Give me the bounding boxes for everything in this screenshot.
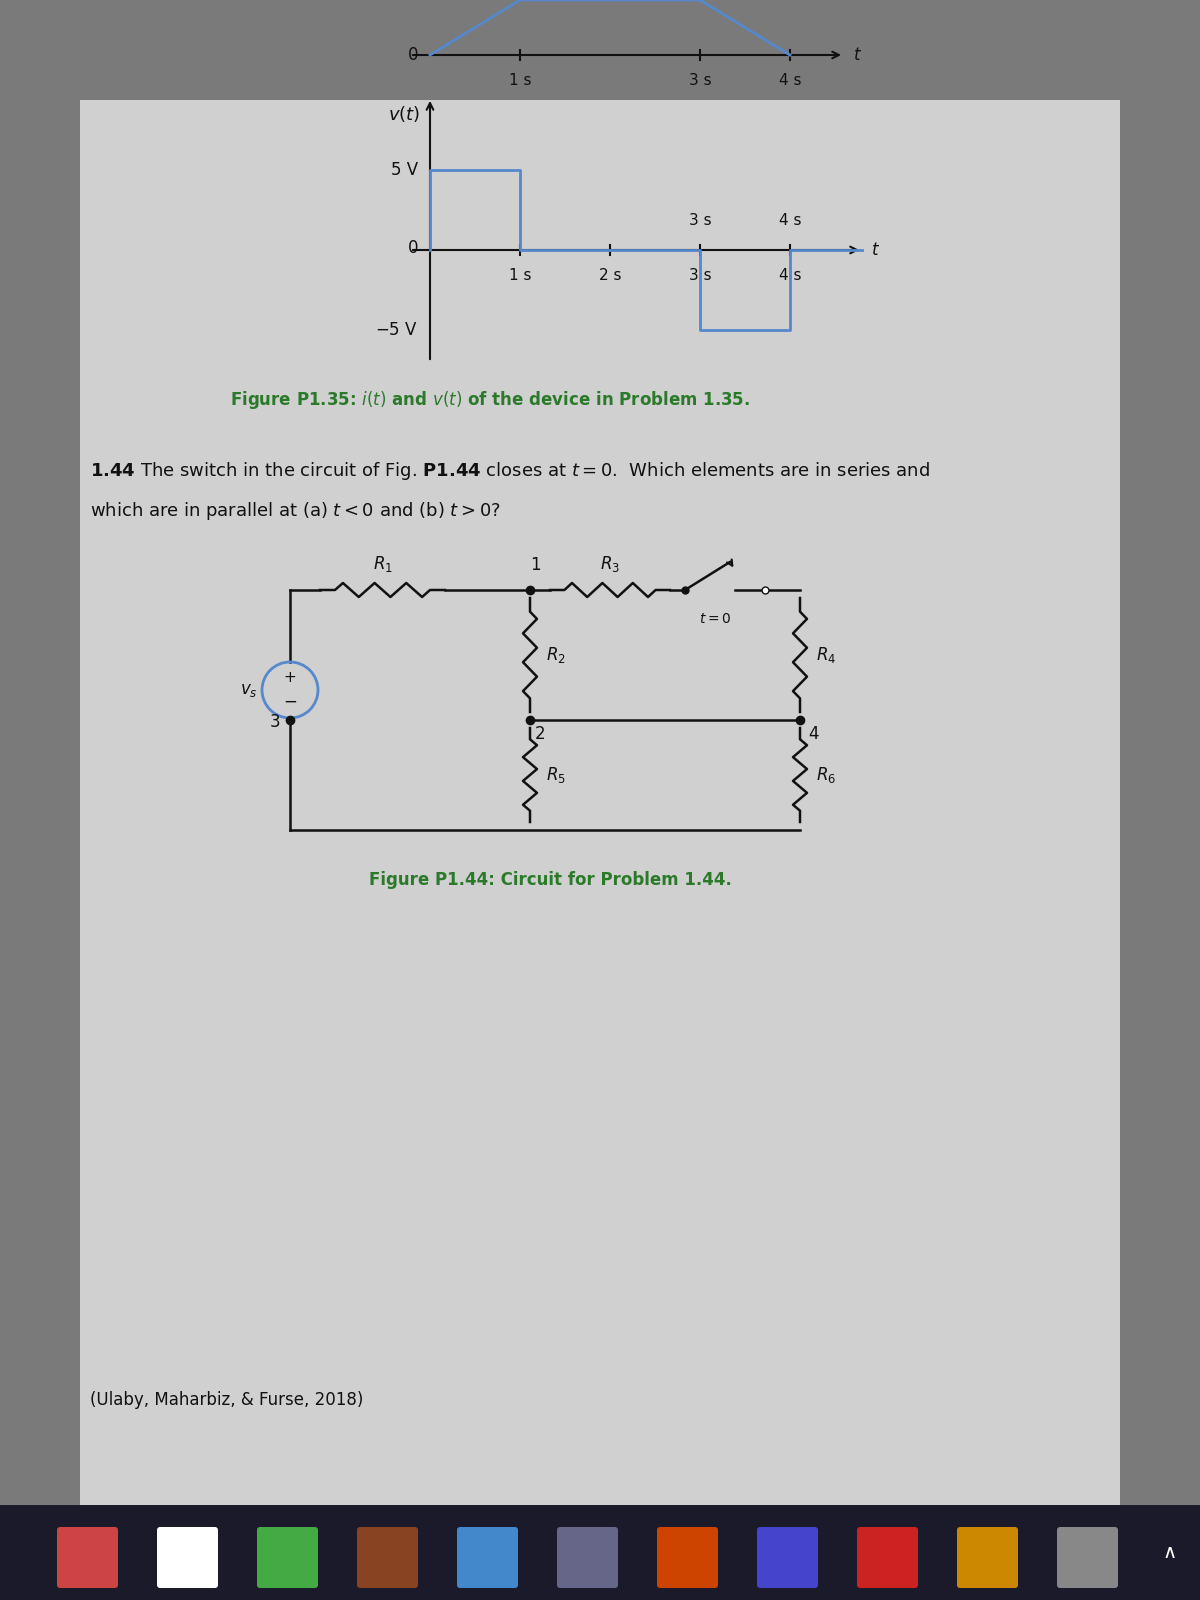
Text: 1 s: 1 s: [509, 74, 532, 88]
FancyBboxPatch shape: [58, 1526, 118, 1587]
Text: 0: 0: [408, 238, 418, 258]
Text: 3 s: 3 s: [689, 213, 712, 227]
Text: 1: 1: [529, 557, 540, 574]
Text: 4 s: 4 s: [779, 267, 802, 283]
FancyBboxPatch shape: [257, 1526, 318, 1587]
Text: $R_6$: $R_6$: [816, 765, 836, 786]
Text: $v(t)$: $v(t)$: [388, 104, 420, 125]
FancyBboxPatch shape: [80, 99, 1120, 1570]
Text: 4 s: 4 s: [779, 74, 802, 88]
Text: −: −: [283, 693, 296, 710]
Text: 2 s: 2 s: [599, 267, 622, 283]
FancyBboxPatch shape: [857, 1526, 918, 1587]
Text: $R_1$: $R_1$: [372, 554, 392, 574]
Text: (Ulaby, Maharbiz, & Furse, 2018): (Ulaby, Maharbiz, & Furse, 2018): [90, 1390, 364, 1410]
FancyBboxPatch shape: [457, 1526, 518, 1587]
FancyBboxPatch shape: [958, 1526, 1018, 1587]
Text: +: +: [283, 670, 296, 685]
Text: which are in parallel at (a) $t < 0$ and (b) $t > 0$?: which are in parallel at (a) $t < 0$ and…: [90, 499, 500, 522]
Text: $-$5 V: $-$5 V: [374, 322, 418, 339]
Text: ∧: ∧: [1163, 1542, 1177, 1562]
Text: Figure P1.35: $i(t)$ and $v(t)$ of the device in Problem 1.35.: Figure P1.35: $i(t)$ and $v(t)$ of the d…: [230, 389, 750, 411]
FancyBboxPatch shape: [157, 1526, 218, 1587]
FancyBboxPatch shape: [757, 1526, 818, 1587]
Text: 3 s: 3 s: [689, 267, 712, 283]
Text: $t$: $t$: [853, 46, 862, 64]
Text: $t = 0$: $t = 0$: [698, 611, 731, 626]
Text: $R_3$: $R_3$: [600, 554, 620, 574]
FancyBboxPatch shape: [0, 1506, 1200, 1600]
Text: 1 s: 1 s: [509, 267, 532, 283]
Text: 0: 0: [408, 46, 418, 64]
Text: $t$: $t$: [871, 242, 880, 259]
Text: Figure P1.44: Circuit for Problem 1.44.: Figure P1.44: Circuit for Problem 1.44.: [368, 870, 732, 890]
Text: $R_2$: $R_2$: [546, 645, 566, 666]
Text: 2: 2: [535, 725, 546, 742]
Text: 4: 4: [808, 725, 818, 742]
Text: 3 s: 3 s: [689, 74, 712, 88]
Text: $v_s$: $v_s$: [240, 682, 258, 699]
Text: 3: 3: [269, 714, 280, 731]
FancyBboxPatch shape: [1057, 1526, 1118, 1587]
FancyBboxPatch shape: [358, 1526, 418, 1587]
Text: $R_5$: $R_5$: [546, 765, 566, 786]
Text: 4 s: 4 s: [779, 213, 802, 227]
Text: $R_4$: $R_4$: [816, 645, 836, 666]
FancyBboxPatch shape: [557, 1526, 618, 1587]
Text: $\mathbf{1.44}$ The switch in the circuit of Fig. $\mathbf{P1.44}$ closes at $t : $\mathbf{1.44}$ The switch in the circui…: [90, 461, 930, 482]
FancyBboxPatch shape: [658, 1526, 718, 1587]
Text: 5 V: 5 V: [391, 162, 418, 179]
